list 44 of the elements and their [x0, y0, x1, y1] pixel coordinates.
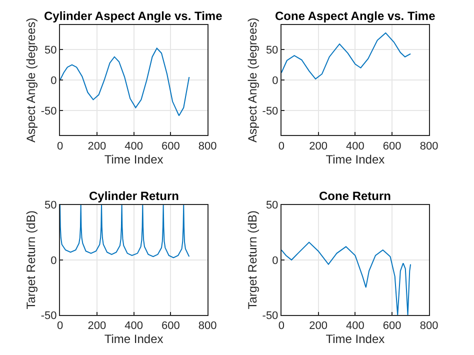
y-tick-label: 50 [266, 44, 278, 56]
chart-title: Cylinder Return [89, 189, 180, 203]
x-tick-label: 600 [382, 140, 402, 152]
x-axis-title: Time Index [326, 332, 385, 346]
x-tick-label: 200 [309, 320, 328, 332]
chart-title: Cylinder Aspect Angle vs. Time [44, 9, 223, 23]
line-series [60, 204, 190, 258]
y-tick-label: -50 [40, 106, 57, 118]
y-tick-label: 0 [50, 74, 57, 87]
y-tick-label: 50 [44, 200, 57, 212]
x-axis-title: Time Index [104, 332, 164, 346]
x-tick-label: 400 [124, 320, 143, 332]
x-axis-title: Time Index [104, 152, 164, 166]
x-tick-label: 800 [420, 140, 438, 152]
y-axis-title: Aspect Angle (degrees) [246, 18, 260, 142]
y-tick-label: -50 [262, 310, 278, 322]
y-tick-label: -50 [40, 310, 57, 322]
x-axis-title: Time Index [326, 152, 385, 166]
y-axis-title: Target Return (dB) [246, 210, 260, 310]
y-axis-title: Target Return (dB) [24, 210, 38, 310]
x-tick-label: 800 [420, 320, 438, 332]
y-tick-label: 0 [272, 74, 278, 87]
x-tick-label: 400 [124, 140, 143, 152]
y-tick-label: 0 [50, 254, 57, 267]
chart-title: Cone Return [319, 189, 391, 203]
x-tick-label: 400 [346, 320, 364, 332]
x-tick-label: 200 [88, 140, 106, 152]
x-tick-label: 800 [198, 320, 217, 332]
x-tick-label: 400 [346, 140, 364, 152]
y-tick-label: -50 [262, 106, 278, 118]
x-tick-label: 600 [162, 140, 180, 152]
y-tick-label: 50 [44, 44, 57, 56]
y-axis-title: Aspect Angle (degrees) [24, 18, 38, 142]
chart-title: Cone Aspect Angle vs. Time [275, 9, 436, 23]
x-tick-label: 600 [162, 320, 180, 332]
line-series [281, 32, 412, 80]
x-tick-label: 800 [198, 140, 217, 152]
y-tick-label: 0 [272, 254, 278, 267]
x-tick-label: 600 [382, 320, 402, 332]
y-tick-label: 50 [266, 200, 278, 212]
x-tick-label: 200 [309, 140, 328, 152]
line-series [60, 48, 190, 116]
x-tick-label: 200 [88, 320, 106, 332]
line-series [281, 242, 412, 315]
